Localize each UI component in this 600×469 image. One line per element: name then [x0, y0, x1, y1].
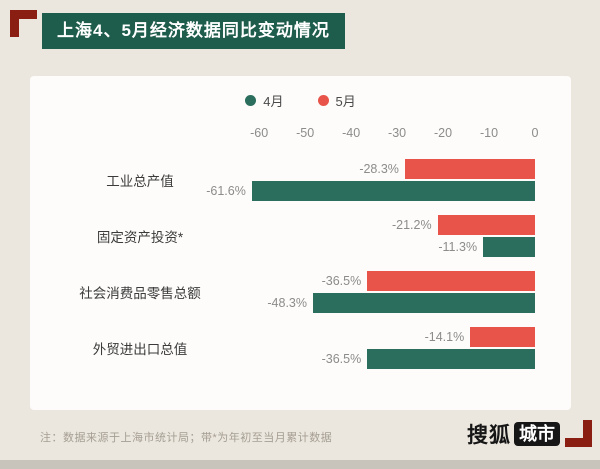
open-quote-decoration-icon — [10, 10, 37, 37]
legend-label: 5月 — [335, 93, 356, 109]
bar-row: -36.5% — [250, 349, 535, 369]
axis-tick-label: -60 — [250, 126, 269, 140]
legend-label: 4月 — [263, 93, 284, 109]
chart-row: 社会消费品零售总额 -36.5% -48.3% — [30, 264, 535, 320]
bar-value-label: -36.5% — [321, 352, 362, 366]
axis-ticks: -60 -50 -40 -30 -20 -10 0 — [250, 126, 538, 140]
bar-group: -36.5% -48.3% — [250, 271, 535, 313]
axis-tick-label: -20 — [434, 126, 453, 140]
bar-4月 — [367, 349, 535, 369]
page-title: 上海4、5月经济数据同比变动情况 — [42, 13, 345, 50]
bar-4月 — [312, 293, 535, 313]
bar-value-label: -48.3% — [267, 296, 307, 310]
category-label: 社会消费品零售总额 — [79, 286, 201, 301]
category-label: 固定资产投资* — [96, 230, 184, 245]
bar-group: -28.3% -61.6% — [206, 159, 535, 201]
axis-tick-label: 0 — [531, 126, 539, 140]
bar-value-label: -14.1% — [424, 330, 465, 344]
axis-tick-label: -30 — [388, 126, 407, 140]
bar-5月 — [470, 327, 535, 347]
category-label: 外贸进出口总值 — [92, 342, 188, 357]
axis-spacer — [30, 126, 250, 140]
chart-row: 固定资产投资* -21.2% -11.3% — [30, 208, 535, 264]
bottom-strip — [0, 460, 600, 469]
legend-item: 4月 — [245, 91, 284, 110]
logo-text: 搜狐 — [467, 424, 511, 447]
bar-4月 — [483, 237, 535, 257]
bar-value-label: -11.3% — [438, 240, 478, 254]
bar-row: -61.6% — [206, 181, 535, 201]
chart-legend: 4月 5月 — [66, 90, 535, 110]
bar-row: -11.3% — [250, 237, 535, 257]
axis-tick-label: -50 — [296, 126, 315, 140]
chart-rows: 工业总产值 -28.3% -61.6% 固定资产投资* -21.2% -11.3% 社会消费… — [30, 152, 535, 376]
x-axis: -60 -50 -40 -30 -20 -10 0 — [30, 126, 538, 140]
bar-5月 — [367, 271, 535, 291]
close-quote-decoration-icon — [565, 420, 592, 447]
bar-value-label: -28.3% — [359, 162, 399, 176]
bar-value-label: -36.5% — [321, 274, 362, 288]
category-label: 工业总产值 — [106, 174, 174, 189]
bar-group: -14.1% -36.5% — [250, 327, 535, 369]
bar-5月 — [437, 215, 535, 235]
logo-badge: 城市 — [514, 421, 560, 447]
legend-item: 5月 — [317, 91, 356, 110]
bar-value-label: -21.2% — [391, 218, 432, 232]
chart-row: 外贸进出口总值 -14.1% -36.5% — [30, 320, 535, 376]
source-note: 注：数据来源于上海市统计局；带*为年初至当月累计数据 — [40, 432, 333, 444]
chart-card: 4月 5月 -60 -50 -40 -30 -20 -10 0 工业总产值 -28.3% -61.… — [30, 76, 571, 410]
chart-row: 工业总产值 -28.3% -61.6% — [30, 152, 535, 208]
bar-4月 — [251, 181, 535, 201]
bar-row: -28.3% — [250, 159, 535, 179]
bar-value-label: -61.6% — [206, 184, 246, 198]
sohu-city-logo: 搜狐 城市 — [467, 419, 560, 449]
axis-tick-label: -10 — [479, 126, 499, 140]
bar-row: -48.3% — [250, 293, 535, 313]
bar-group: -21.2% -11.3% — [250, 215, 535, 257]
legend-dot-icon — [245, 94, 257, 106]
bar-5月 — [404, 159, 535, 179]
bar-row: -14.1% — [250, 327, 535, 347]
axis-tick-label: -40 — [342, 126, 361, 140]
legend-dot-icon — [317, 94, 329, 106]
bar-row: -36.5% — [250, 271, 535, 291]
bar-row: -21.2% — [250, 215, 535, 235]
